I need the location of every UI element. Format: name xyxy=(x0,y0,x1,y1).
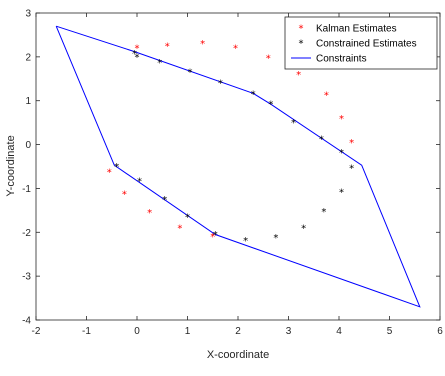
series-layer: * * * ******************************** xyxy=(55,25,421,308)
constrained-point: * xyxy=(132,49,137,60)
x-tick-label: 3 xyxy=(286,326,292,337)
x-tick-label: 4 xyxy=(336,326,342,337)
legend: * Kalman Estimates * Constrained Estimates C… xyxy=(284,16,438,70)
constrained-point: * xyxy=(213,230,218,241)
kalman-point: * xyxy=(107,167,112,178)
constrained-point: * xyxy=(291,118,296,129)
y-tick-label: -2 xyxy=(22,228,31,239)
kalman-point: * xyxy=(296,70,301,81)
kalman-point: * xyxy=(135,44,140,55)
legend-box xyxy=(284,16,438,70)
y-axis: -4 -3 -2 -1 0 1 2 3 xyxy=(22,9,440,327)
y-tick-label: 0 xyxy=(25,140,31,151)
legend-marker-swatch: * xyxy=(299,24,304,35)
y-tick-label: 1 xyxy=(25,96,31,107)
y-tick-label: -1 xyxy=(22,184,31,195)
constrained-point: * xyxy=(162,195,167,206)
x-tick-label: 0 xyxy=(134,326,140,337)
constrained-point: * xyxy=(301,223,306,234)
legend-label: Constrained Estimates xyxy=(316,39,417,50)
constrained-point: * xyxy=(185,212,190,223)
constraints-line xyxy=(55,25,421,308)
constrained-point: * xyxy=(321,207,326,218)
legend-label: Kalman Estimates xyxy=(316,24,397,35)
kalman-point: * xyxy=(324,91,329,102)
kalman-point: * xyxy=(122,190,127,201)
kalman-point: * xyxy=(200,39,205,50)
x-tick-label: -2 xyxy=(32,326,41,337)
kalman-point: * xyxy=(210,232,215,243)
legend-label: Constraints xyxy=(316,54,367,65)
legend-marker-swatch: * xyxy=(299,39,304,50)
constrained-point: * xyxy=(135,52,140,63)
constrained-point: * xyxy=(349,163,354,174)
kalman-point: * xyxy=(233,44,238,55)
constrained-point: * xyxy=(137,176,142,187)
x-axis: -2 -1 0 1 2 3 4 5 6 xyxy=(32,13,443,337)
constrained-point: * xyxy=(251,90,256,101)
x-tick-label: 6 xyxy=(437,326,443,337)
kalman-point: * xyxy=(266,54,271,65)
constrained-point: * xyxy=(243,236,248,247)
constrained-point: * xyxy=(218,79,223,90)
constrained-point: * xyxy=(273,233,278,244)
constrained-point: * xyxy=(339,187,344,198)
kalman-point: * xyxy=(177,223,182,234)
constrained-point: * xyxy=(188,68,193,79)
x-axis-title: X-coordinate xyxy=(207,349,269,361)
constrained-point: * xyxy=(339,148,344,159)
x-tick-label: -1 xyxy=(82,326,91,337)
constrained-point: * xyxy=(114,162,119,173)
kalman-point: * xyxy=(147,208,152,219)
kalman-point: * xyxy=(349,138,354,149)
x-tick-label: 2 xyxy=(235,326,241,337)
y-tick-label: -4 xyxy=(22,316,31,327)
x-tick-label: 5 xyxy=(387,326,393,337)
x-tick-label: 1 xyxy=(185,326,191,337)
y-axis-title: Y-coordinate xyxy=(5,135,17,196)
y-tick-label: 3 xyxy=(25,9,31,20)
kalman-point: * xyxy=(339,114,344,125)
constrained-point: * xyxy=(319,134,324,145)
y-tick-label: -3 xyxy=(22,272,31,283)
constrained-point: * xyxy=(268,100,273,111)
y-tick-label: 2 xyxy=(25,52,31,63)
kalman-point: * xyxy=(165,41,170,52)
constrained-point: * xyxy=(157,58,162,69)
